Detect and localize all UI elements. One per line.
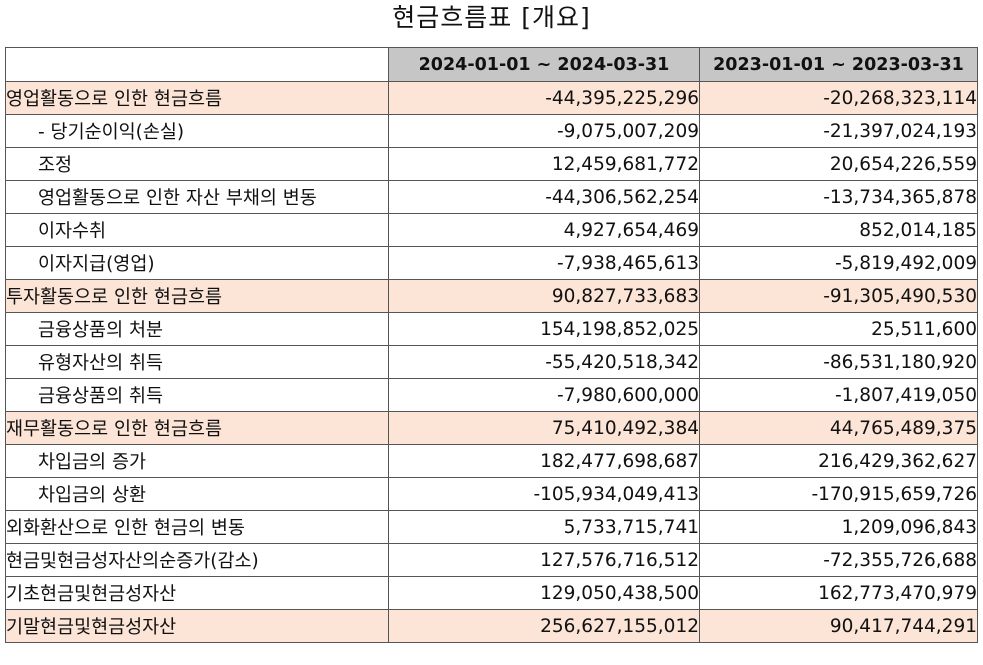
value-2024: 90,827,733,683 bbox=[388, 279, 700, 313]
value-2023: -5,819,492,009 bbox=[699, 246, 978, 280]
value-2024: -44,395,225,296 bbox=[388, 81, 700, 115]
row-label: 금융상품의 처분 bbox=[5, 312, 389, 346]
row-label: 조정 bbox=[5, 147, 389, 181]
row-label: 기말현금및현금성자산 bbox=[5, 609, 389, 643]
value-2023: 1,209,096,843 bbox=[699, 510, 978, 544]
value-2023: -13,734,365,878 bbox=[699, 180, 978, 214]
table-row: 영업활동으로 인한 현금흐름 -44,395,225,296 -20,268,323… bbox=[5, 81, 978, 115]
table-row: 이자지급(영업) -7,938,465,613 -5,819,492,009 bbox=[5, 246, 978, 280]
value-2023: -86,531,180,920 bbox=[699, 345, 978, 379]
header-period-2023: 2023-01-01 ~ 2023-03-31 bbox=[699, 47, 978, 82]
value-2024: -44,306,562,254 bbox=[388, 180, 700, 214]
table-row: 외화환산으로 인한 현금의 변동 5,733,715,741 1,209,096,8… bbox=[5, 510, 978, 544]
row-label: 이자지급(영업) bbox=[5, 246, 389, 280]
table-row: - 당기순이익(손실) -9,075,007,209 -21,397,024,193 bbox=[5, 114, 978, 148]
row-label: 영업활동으로 인한 현금흐름 bbox=[5, 81, 389, 115]
value-2024: 182,477,698,687 bbox=[388, 444, 700, 478]
table-row: 재무활동으로 인한 현금흐름 75,410,492,384 44,765,489,3… bbox=[5, 411, 978, 445]
value-2023: 90,417,744,291 bbox=[699, 609, 978, 643]
table-row: 차입금의 증가 182,477,698,687 216,429,362,627 bbox=[5, 444, 978, 478]
value-2024: -7,980,600,000 bbox=[388, 378, 700, 412]
value-2023: 44,765,489,375 bbox=[699, 411, 978, 445]
row-label: 차입금의 증가 bbox=[5, 444, 389, 478]
table-row: 기초현금및현금성자산 129,050,438,500 162,773,470,979 bbox=[5, 576, 978, 610]
table-row: 기말현금및현금성자산 256,627,155,012 90,417,744,291 bbox=[5, 609, 978, 643]
value-2023: -21,397,024,193 bbox=[699, 114, 978, 148]
table-row: 조정 12,459,681,772 20,654,226,559 bbox=[5, 147, 978, 181]
table-row: 차입금의 상환 -105,934,049,413 -170,915,659,726 bbox=[5, 477, 978, 511]
row-label: 현금및현금성자산의순증가(감소) bbox=[5, 543, 389, 577]
row-label: 차입금의 상환 bbox=[5, 477, 389, 511]
table-row: 금융상품의 취득 -7,980,600,000 -1,807,419,050 bbox=[5, 378, 978, 412]
value-2023: -20,268,323,114 bbox=[699, 81, 978, 115]
row-label: 기초현금및현금성자산 bbox=[5, 576, 389, 610]
page-title: 현금흐름표 [개요] bbox=[392, 3, 591, 32]
cash-flow-table: 2024-01-01 ~ 2024-03-31 2023-01-01 ~ 202… bbox=[5, 47, 978, 643]
row-label: 재무활동으로 인한 현금흐름 bbox=[5, 411, 389, 445]
row-label: 투자활동으로 인한 현금흐름 bbox=[5, 279, 389, 313]
value-2023: 25,511,600 bbox=[699, 312, 978, 346]
value-2024: 5,733,715,741 bbox=[388, 510, 700, 544]
header-period-2024: 2024-01-01 ~ 2024-03-31 bbox=[388, 47, 700, 82]
row-label: 금융상품의 취득 bbox=[5, 378, 389, 412]
header-blank-cell bbox=[5, 47, 389, 82]
value-2024: -55,420,518,342 bbox=[388, 345, 700, 379]
table-header-row: 2024-01-01 ~ 2024-03-31 2023-01-01 ~ 202… bbox=[5, 47, 978, 82]
value-2023: -170,915,659,726 bbox=[699, 477, 978, 511]
value-2024: 256,627,155,012 bbox=[388, 609, 700, 643]
value-2024: 12,459,681,772 bbox=[388, 147, 700, 181]
value-2024: -105,934,049,413 bbox=[388, 477, 700, 511]
value-2023: 20,654,226,559 bbox=[699, 147, 978, 181]
row-label: - 당기순이익(손실) bbox=[5, 114, 389, 148]
table-row: 투자활동으로 인한 현금흐름 90,827,733,683 -91,305,490,… bbox=[5, 279, 978, 313]
row-label: 이자수취 bbox=[5, 213, 389, 247]
table-row: 영업활동으로 인한 자산 부채의 변동 -44,306,562,254 -13,73… bbox=[5, 180, 978, 214]
table-row: 현금및현금성자산의순증가(감소) 127,576,716,512 -72,355,7… bbox=[5, 543, 978, 577]
value-2024: 127,576,716,512 bbox=[388, 543, 700, 577]
row-label: 유형자산의 취득 bbox=[5, 345, 389, 379]
row-label: 외화환산으로 인한 현금의 변동 bbox=[5, 510, 389, 544]
value-2024: 154,198,852,025 bbox=[388, 312, 700, 346]
value-2024: -7,938,465,613 bbox=[388, 246, 700, 280]
value-2024: 4,927,654,469 bbox=[388, 213, 700, 247]
value-2023: 162,773,470,979 bbox=[699, 576, 978, 610]
value-2023: 852,014,185 bbox=[699, 213, 978, 247]
table-row: 이자수취 4,927,654,469 852,014,185 bbox=[5, 213, 978, 247]
value-2023: -91,305,490,530 bbox=[699, 279, 978, 313]
row-label: 영업활동으로 인한 자산 부채의 변동 bbox=[5, 180, 389, 214]
value-2024: 75,410,492,384 bbox=[388, 411, 700, 445]
value-2023: -72,355,726,688 bbox=[699, 543, 978, 577]
table-row: 금융상품의 처분 154,198,852,025 25,511,600 bbox=[5, 312, 978, 346]
value-2024: -9,075,007,209 bbox=[388, 114, 700, 148]
table-row: 유형자산의 취득 -55,420,518,342 -86,531,180,920 bbox=[5, 345, 978, 379]
value-2023: 216,429,362,627 bbox=[699, 444, 978, 478]
value-2024: 129,050,438,500 bbox=[388, 576, 700, 610]
value-2023: -1,807,419,050 bbox=[699, 378, 978, 412]
